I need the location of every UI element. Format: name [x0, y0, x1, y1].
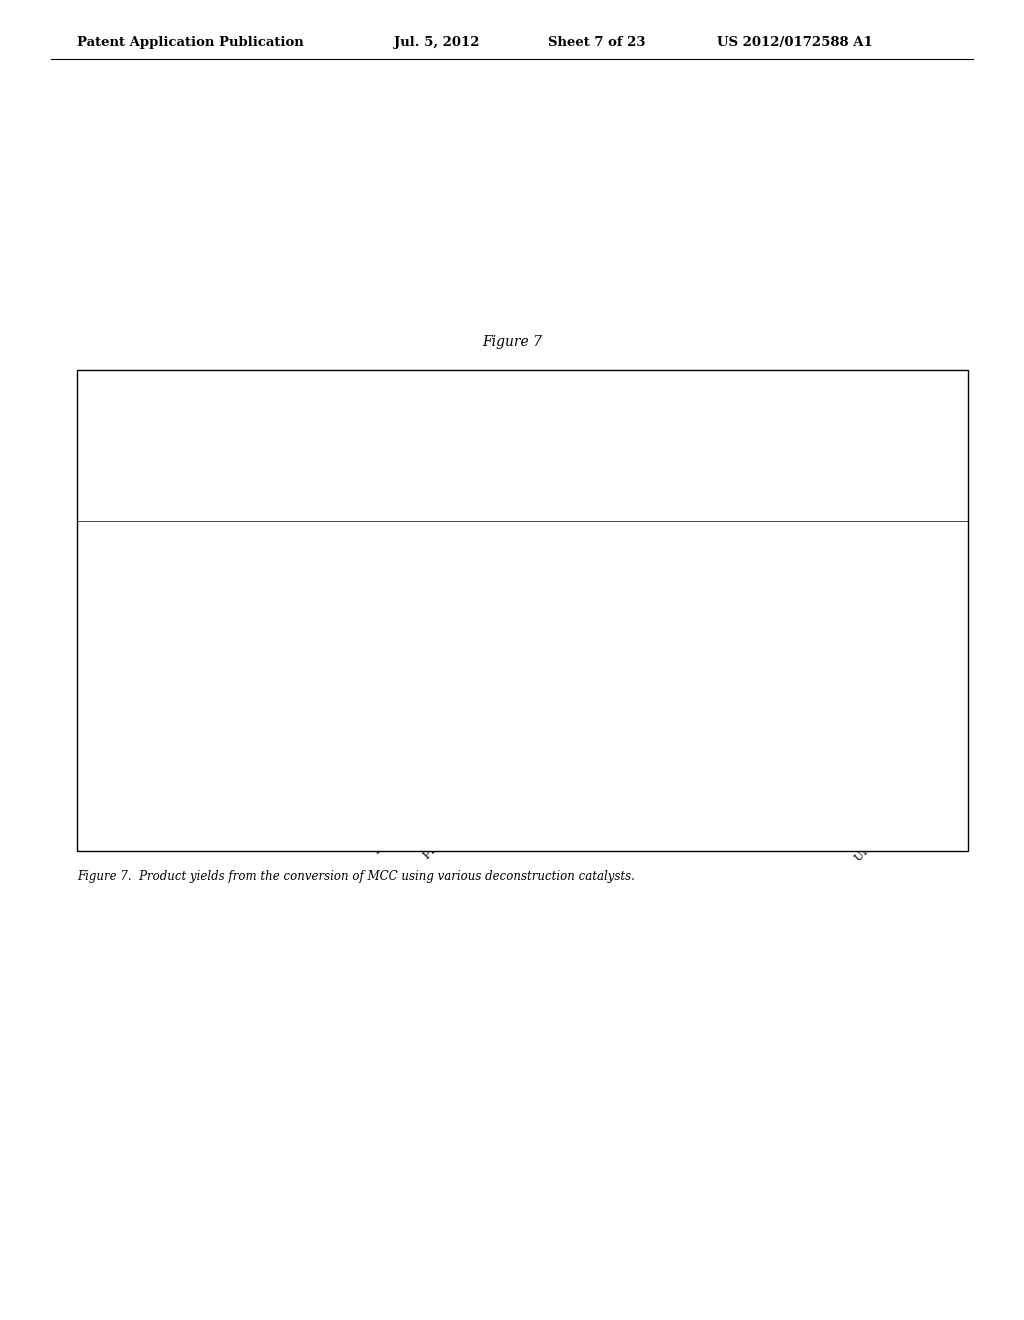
- Text: 10% Cellulose, 260C, 10min, Ru/Fe2O3-Al2O3: 10% Cellulose, 260C, 10min, Ru/Fe2O3-Al2…: [560, 482, 836, 495]
- FancyBboxPatch shape: [94, 388, 115, 437]
- Y-axis label: g/g feedstock: g/g feedstock: [92, 614, 105, 700]
- Bar: [749, 771, 758, 779]
- Bar: [541, 772, 551, 779]
- Text: Figure 7.  Product yields from the conversion of MCC using various deconstructio: Figure 7. Product yields from the conver…: [77, 870, 635, 883]
- Bar: [857, 561, 866, 779]
- Bar: [442, 750, 452, 779]
- Text: 10% Cellulose, 260C, 10min, RuPtSn/ZrO2: 10% Cellulose, 260C, 10min, RuPtSn/ZrO2: [560, 405, 814, 418]
- Text: Sheet 7 of 23: Sheet 7 of 23: [548, 36, 645, 49]
- Bar: [803, 755, 812, 779]
- Bar: [659, 770, 669, 779]
- Bar: [423, 750, 432, 779]
- Text: 10% Cellulose, 260C, 10min, Ru/C: 10% Cellulose, 260C, 10min, Ru/C: [123, 405, 328, 418]
- Bar: [831, 697, 841, 779]
- Bar: [260, 767, 269, 779]
- Bar: [694, 746, 703, 779]
- FancyBboxPatch shape: [531, 388, 551, 437]
- Bar: [432, 738, 442, 779]
- Text: Patent Application Publication: Patent Application Publication: [77, 36, 303, 49]
- Text: US 2012/0172588 A1: US 2012/0172588 A1: [717, 36, 872, 49]
- Bar: [921, 673, 930, 779]
- Bar: [477, 752, 486, 779]
- Bar: [531, 763, 541, 779]
- Text: Jul. 5, 2012: Jul. 5, 2012: [394, 36, 479, 49]
- Bar: [876, 777, 886, 779]
- Bar: [586, 760, 595, 779]
- Bar: [497, 752, 506, 779]
- Bar: [768, 772, 777, 779]
- Bar: [152, 770, 161, 779]
- Text: Figure 7: Figure 7: [482, 335, 542, 348]
- Bar: [930, 677, 940, 779]
- Bar: [640, 767, 649, 779]
- Bar: [206, 719, 215, 779]
- Bar: [551, 772, 560, 779]
- Bar: [940, 665, 949, 779]
- Bar: [911, 711, 921, 779]
- FancyBboxPatch shape: [531, 463, 551, 512]
- FancyBboxPatch shape: [94, 463, 115, 512]
- Text: 10% Cellulose, 260C, 10min, PtRe/C: 10% Cellulose, 260C, 10min, PtRe/C: [123, 482, 340, 495]
